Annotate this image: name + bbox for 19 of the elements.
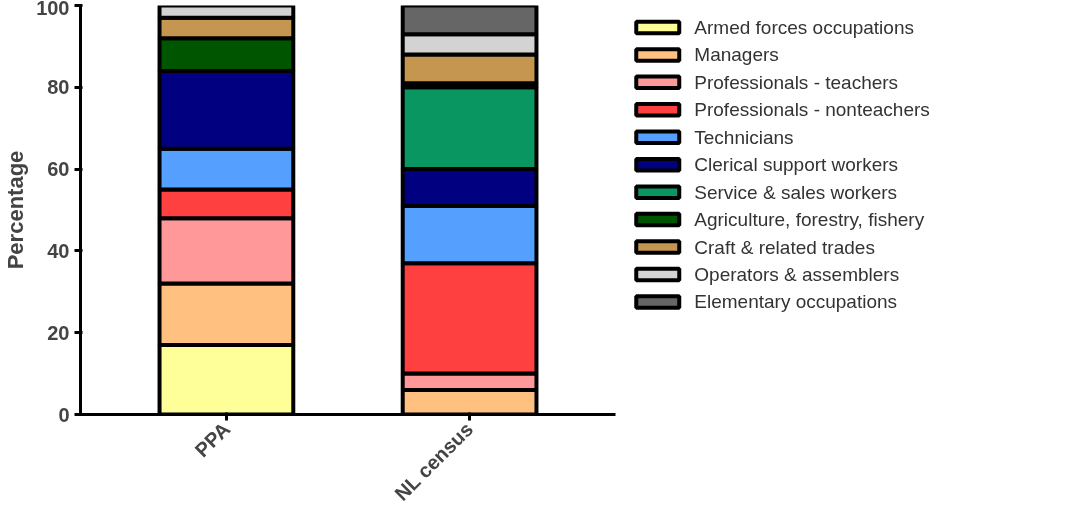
- x-tick-label: PPA: [190, 417, 235, 462]
- legend-label: Agriculture, forestry, fishery: [694, 209, 925, 231]
- legend-label: Technicians: [694, 126, 794, 148]
- y-tick-label: 80: [47, 76, 70, 99]
- legend-label: Elementary occupations: [694, 291, 898, 313]
- legend-label: Service & sales workers: [694, 181, 898, 203]
- legend-label: Managers: [694, 44, 779, 66]
- y-tick-label: 20: [47, 321, 70, 344]
- y-tick-label: 0: [58, 403, 70, 426]
- y-tick-label: 100: [36, 0, 70, 19]
- y-axis-title: Percentage: [3, 150, 29, 270]
- legend-label: Operators & assemblers: [694, 264, 900, 286]
- legend-label: Armed forces occupations: [694, 16, 914, 38]
- legend-label: Professionals - nonteachers: [694, 99, 930, 121]
- y-tick-label: 40: [47, 239, 70, 262]
- y-tick-label: 60: [47, 158, 70, 181]
- legend-label: Professionals - teachers: [694, 71, 899, 93]
- legend-label: Clerical support workers: [694, 154, 899, 176]
- legend-label: Craft & related trades: [694, 236, 875, 258]
